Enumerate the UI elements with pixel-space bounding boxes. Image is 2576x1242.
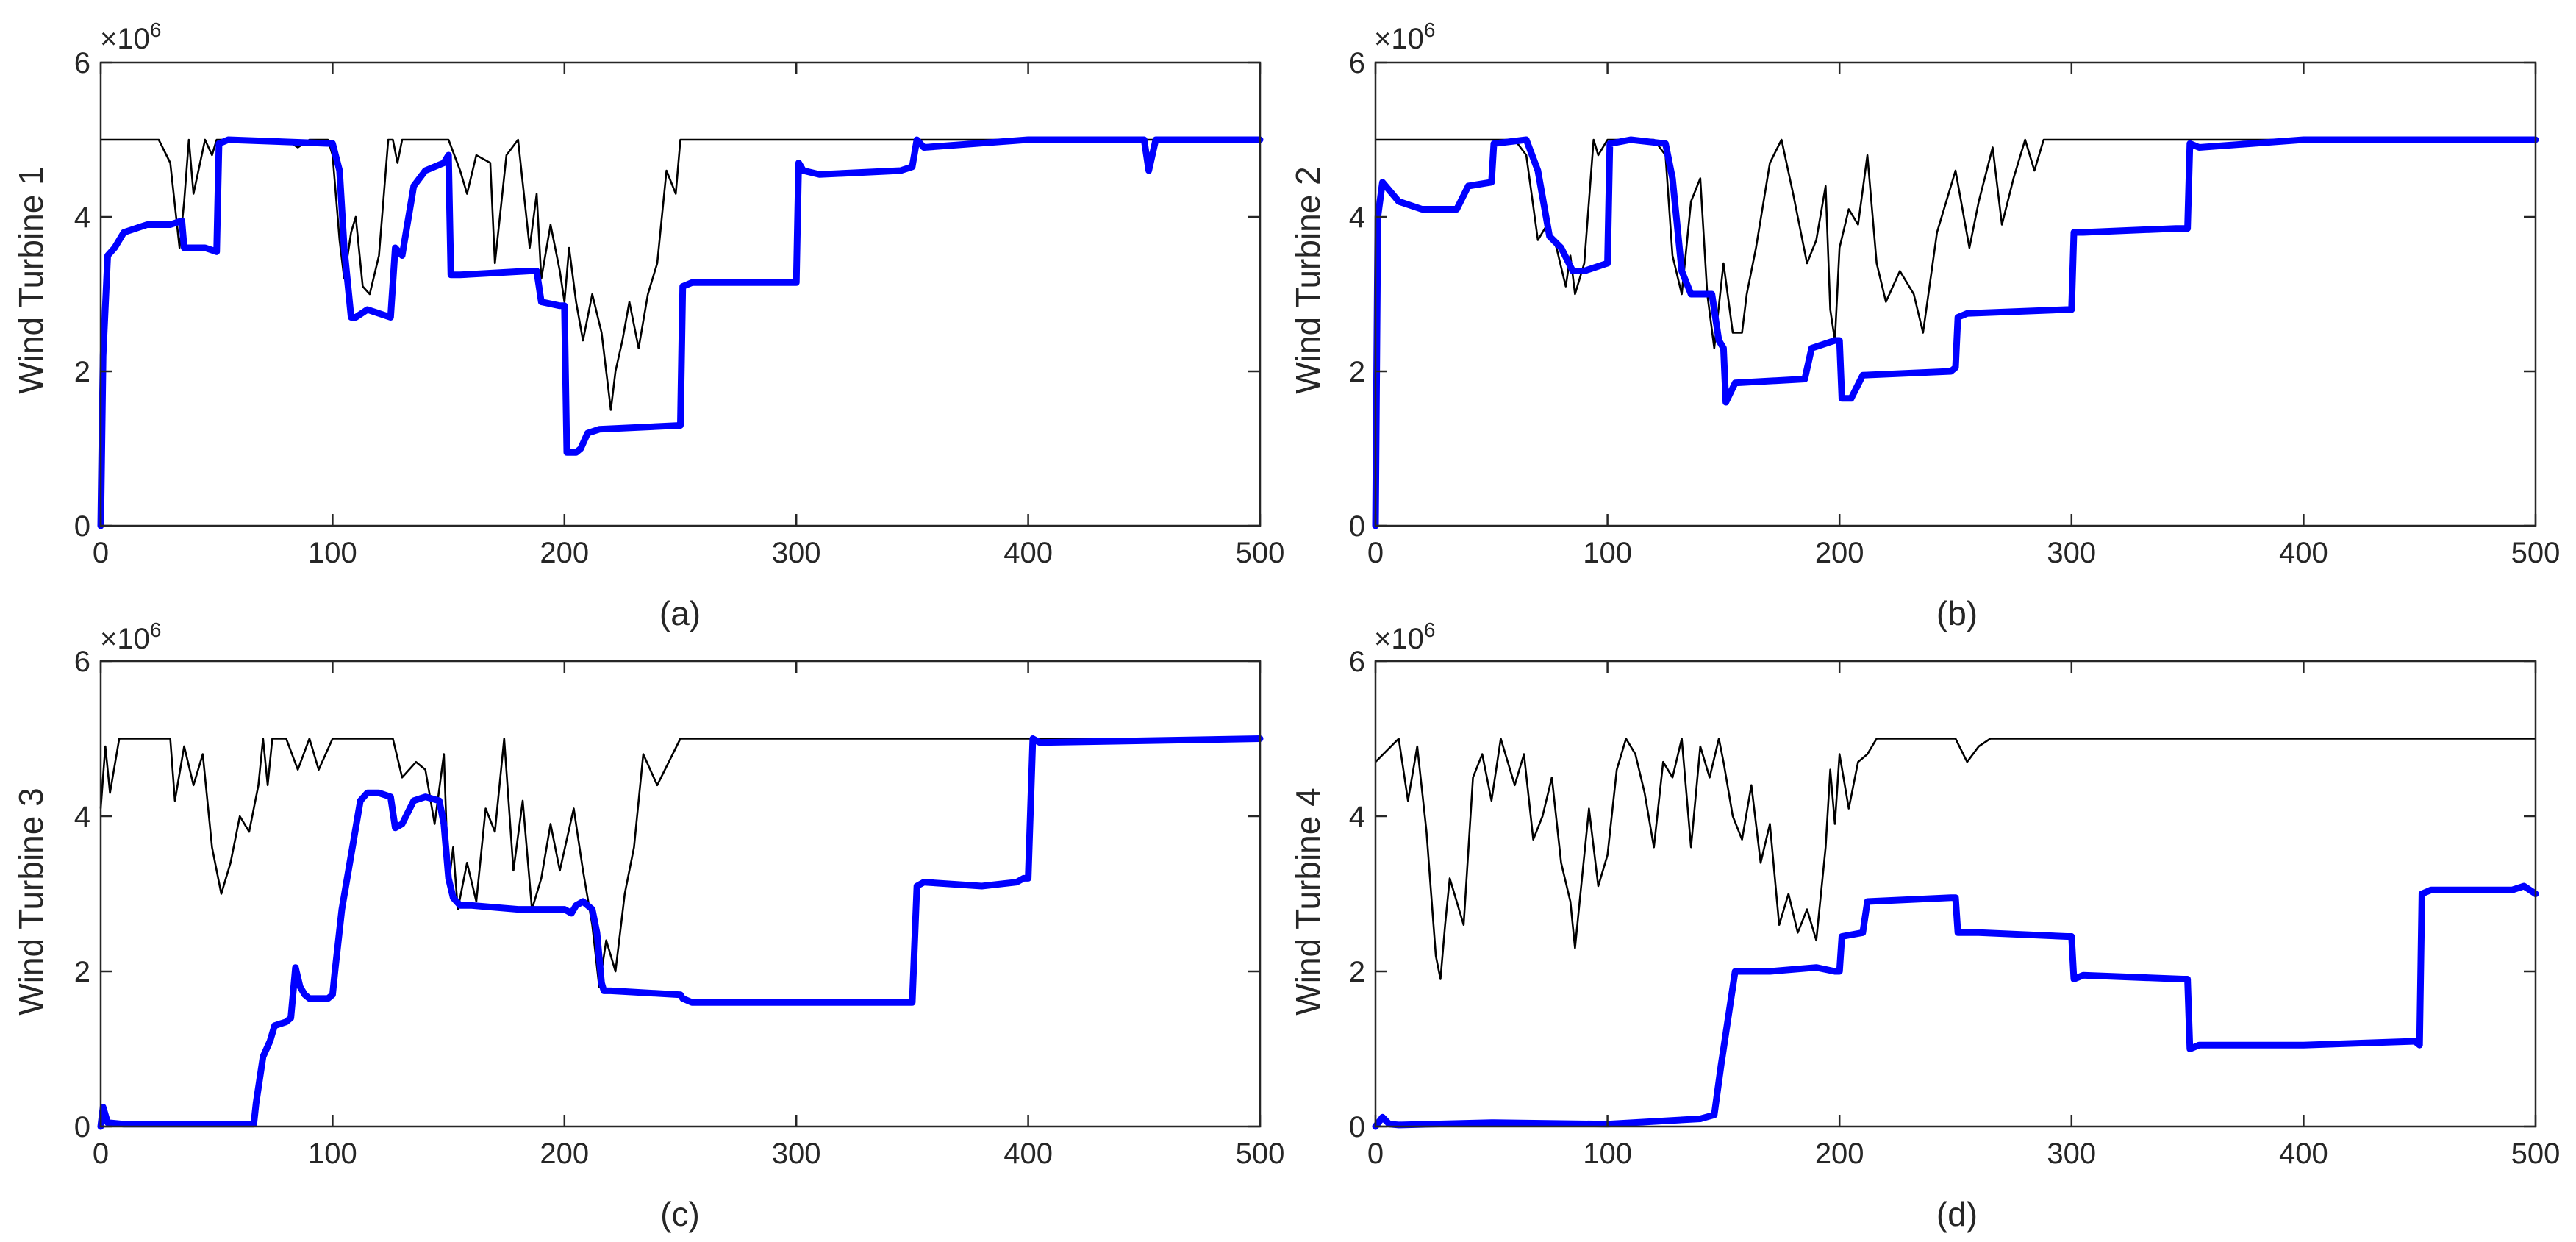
y-tick-label: 6: [1349, 646, 1365, 678]
y-tick-label: 6: [74, 646, 90, 678]
subplot-a: Wind Turbine 1 ×106 (a) 0 100 200 300 400 500…: [12, 18, 1284, 632]
x-tick-label: 100: [308, 1138, 357, 1170]
x-tick-label: 400: [1003, 537, 1053, 569]
y-axis-title: Wind Turbine 4: [1289, 788, 1327, 1015]
subplot-caption: (d): [1936, 1195, 1978, 1233]
x-tick-label: 500: [2511, 537, 2561, 569]
x-tick-label: 0: [1367, 1138, 1384, 1170]
x-tick-label: 400: [2279, 537, 2328, 569]
x-tick-label: 500: [1236, 537, 1285, 569]
y-axis-title: Wind Turbine 1: [12, 166, 50, 393]
y-tick-label: 6: [1349, 47, 1365, 79]
x-tick-label: 400: [2279, 1138, 2328, 1170]
subplot-c: Wind Turbine 3 ×106 (c) 0 100 200 300 400 500…: [12, 618, 1284, 1233]
x-tick-label: 200: [1815, 1138, 1864, 1170]
y-tick-label: 2: [1349, 356, 1365, 388]
y-exponent-label: ×106: [1374, 618, 1435, 655]
x-tick-label: 400: [1003, 1138, 1053, 1170]
y-exponent-label: ×106: [100, 618, 161, 655]
y-tick-label: 2: [74, 356, 90, 388]
x-tick-label: 100: [1583, 1138, 1632, 1170]
subplot-d: Wind Turbine 4 ×106 (d) 0 100 200 300 400 500…: [1289, 618, 2560, 1233]
axes-frame: [1374, 660, 2537, 1128]
x-tick-label: 100: [1583, 537, 1632, 569]
x-tick-label: 0: [1367, 537, 1384, 569]
turbine-output-line: [97, 735, 1264, 1130]
x-tick-label: 200: [1815, 537, 1864, 569]
x-tick-label: 500: [2511, 1138, 2561, 1170]
y-tick-label: 0: [1349, 510, 1365, 543]
y-tick-label: 4: [74, 201, 90, 234]
axes-frame: [99, 61, 1262, 527]
x-tick-label: 300: [2047, 1138, 2096, 1170]
available-power-line: [1375, 138, 2536, 349]
x-tick-label: 0: [93, 537, 109, 569]
subplot-caption: (b): [1936, 594, 1978, 632]
y-tick-label: 0: [1349, 1111, 1365, 1143]
x-tick-label: 500: [1236, 1138, 1285, 1170]
y-tick-label: 0: [74, 510, 90, 543]
y-axis-title: Wind Turbine 2: [1289, 166, 1327, 393]
turbine-output-line: [97, 136, 1264, 529]
y-tick-label: 6: [74, 47, 90, 79]
x-tick-label: 0: [93, 1138, 109, 1170]
subplot-caption: (c): [660, 1195, 700, 1233]
y-exponent-label: ×106: [100, 18, 161, 55]
x-tick-label: 300: [2047, 537, 2096, 569]
y-tick-label: 4: [74, 801, 90, 833]
subplot-b: Wind Turbine 2 ×106 (b) 0 100 200 300 400 500…: [1289, 18, 2560, 632]
y-tick-label: 4: [1349, 201, 1365, 234]
y-tick-label: 2: [1349, 956, 1365, 988]
x-tick-label: 300: [772, 1138, 821, 1170]
y-tick-label: 4: [1349, 801, 1365, 833]
turbine-output-line: [1372, 882, 2539, 1130]
x-tick-label: 300: [772, 537, 821, 569]
x-tick-label: 200: [540, 1138, 589, 1170]
x-tick-label: 200: [540, 537, 589, 569]
axes-frame: [99, 660, 1262, 1128]
axes-frame: [1374, 61, 2537, 527]
turbine-output-line: [1372, 136, 2539, 529]
y-axis-title: Wind Turbine 3: [12, 788, 50, 1015]
y-tick-label: 2: [74, 956, 90, 988]
y-tick-label: 0: [74, 1111, 90, 1143]
subplot-caption: (a): [659, 594, 701, 632]
available-power-line: [1375, 738, 2536, 980]
x-tick-label: 100: [308, 537, 357, 569]
y-exponent-label: ×106: [1374, 18, 1435, 55]
